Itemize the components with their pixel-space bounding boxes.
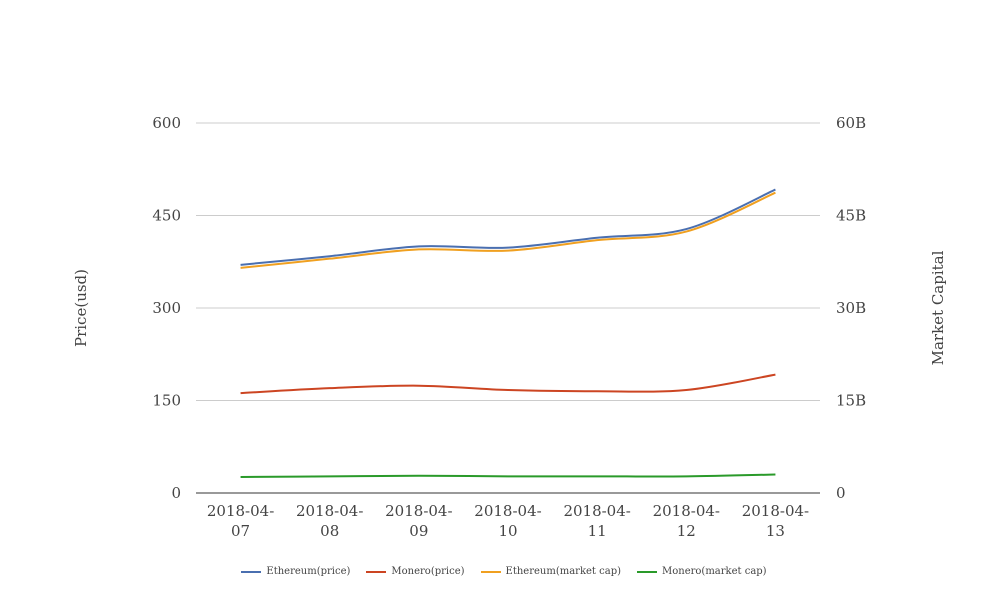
y-right-tick-label: 60B xyxy=(836,114,866,132)
legend: Ethereum(price) Monero(price) Ethereum(mar… xyxy=(0,566,1008,577)
legend-swatch xyxy=(366,570,387,573)
legend-item[interactable]: Ethereum(market cap) xyxy=(480,566,621,577)
y-axis-left-ticks: 0 150 300 450 600 xyxy=(152,114,181,502)
y-axis-left-title: Price(usd) xyxy=(72,269,90,347)
x-tick-label: 2018-04-13 xyxy=(742,502,809,540)
legend-item[interactable]: Monero(market cap) xyxy=(637,566,767,577)
series-line-monero-price xyxy=(240,373,776,395)
legend-label: Ethereum(price) xyxy=(266,566,351,577)
y-left-tick-label: 300 xyxy=(152,299,181,317)
y-right-tick-label: 45B xyxy=(836,207,866,225)
legend-label: Ethereum(market cap) xyxy=(505,566,621,577)
y-left-tick-label: 150 xyxy=(152,392,181,410)
y-axis-right-title: Market Capital xyxy=(929,250,947,365)
series-line-monero-market-cap xyxy=(240,473,776,478)
y-left-tick-label: 450 xyxy=(152,207,181,225)
legend-swatch xyxy=(480,570,501,573)
legend-label: Monero(price) xyxy=(391,566,465,577)
legend-swatch xyxy=(637,570,657,573)
series-line-ethereum-price xyxy=(240,188,776,266)
series-line-ethereum-market-cap xyxy=(240,191,776,269)
legend-swatch xyxy=(241,570,262,573)
y-axis-right-ticks: 0 15B 30B 45B 60B xyxy=(836,114,866,502)
series-lines xyxy=(240,188,776,478)
y-right-tick-label: 0 xyxy=(836,484,846,502)
legend-label: Monero(market cap) xyxy=(662,566,767,577)
y-right-tick-label: 30B xyxy=(836,299,866,317)
legend-item[interactable]: Ethereum(price) xyxy=(241,566,350,577)
y-right-tick-label: 15B xyxy=(836,392,866,410)
x-tick-label: 2018-04-11 xyxy=(563,502,630,540)
y-left-tick-label: 0 xyxy=(171,484,181,502)
x-tick-label: 2018-04-09 xyxy=(385,502,452,540)
gridlines xyxy=(196,122,820,494)
x-tick-label: 2018-04-07 xyxy=(207,502,274,540)
x-tick-label: 2018-04-10 xyxy=(474,502,541,540)
x-tick-label: 2018-04-12 xyxy=(653,502,720,540)
y-left-tick-label: 600 xyxy=(152,114,181,132)
x-axis-ticks: 2018-04-07 2018-04-08 2018-04-09 2018-04-10… xyxy=(207,502,809,540)
x-tick-label: 2018-04-08 xyxy=(296,502,363,540)
legend-item[interactable]: Monero(price) xyxy=(366,566,465,577)
